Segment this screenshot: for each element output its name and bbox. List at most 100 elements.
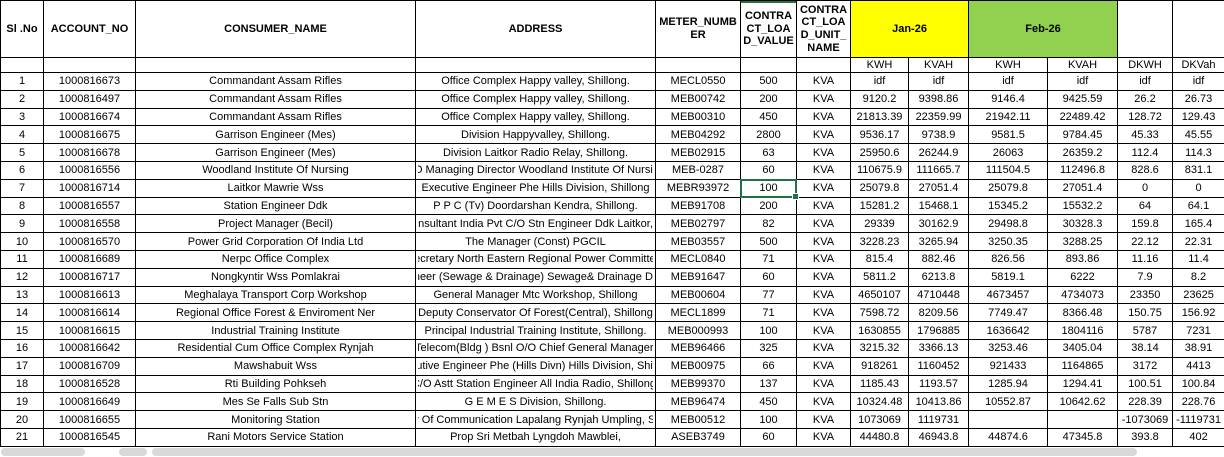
col-header-meter-number[interactable]: METER_NUMBER: [655, 0, 741, 58]
cell-load-value[interactable]: 500: [740, 72, 797, 91]
cell-load-unit[interactable]: KVA: [796, 214, 851, 234]
blank-cell[interactable]: [740, 57, 797, 73]
cell-load-unit[interactable]: KVA: [796, 125, 851, 145]
cell-address[interactable]: Deputy Conservator Of Forest(Central), S…: [415, 303, 656, 323]
col-header-account-no[interactable]: ACCOUNT_NO: [43, 0, 136, 58]
cell-address[interactable]: Ministry Of Communication Lapalang Rynja…: [415, 410, 656, 429]
cell-jan-kwh[interactable]: 4650107: [850, 285, 909, 305]
cell-account[interactable]: 1000816570: [43, 232, 136, 251]
cell-load-unit[interactable]: KVA: [796, 143, 851, 162]
cell-load-value[interactable]: 100: [740, 410, 797, 429]
blank-cell[interactable]: [43, 57, 136, 73]
cell-feb-kvah[interactable]: 27051.4: [1047, 178, 1119, 198]
cell-dkvah[interactable]: -1119731: [1172, 410, 1224, 429]
cell-load-value[interactable]: 77: [740, 285, 797, 305]
cell-feb-kwh[interactable]: 26063: [968, 143, 1049, 162]
cell-load-unit[interactable]: KVA: [796, 427, 851, 447]
cell-feb-kvah[interactable]: 893.86: [1047, 249, 1119, 269]
cell-dkwh[interactable]: 150.75: [1117, 303, 1174, 323]
cell-meter[interactable]: MEB91708: [655, 196, 741, 216]
active-cell[interactable]: 100: [740, 178, 800, 200]
cell-address[interactable]: Prop Sri Metbah Lyngdoh Mawblei,: [415, 427, 656, 447]
cell-load-unit[interactable]: KVA: [796, 72, 851, 91]
cell-dkvah[interactable]: 165.4: [1172, 214, 1224, 234]
cell-feb-kwh[interactable]: 921433: [968, 356, 1049, 376]
cell-address[interactable]: Division Happyvalley, Shillong.: [415, 125, 656, 145]
cell-feb-kwh[interactable]: 3250.35: [968, 232, 1049, 251]
cell-meter[interactable]: MEB00742: [655, 89, 741, 109]
cell-sl[interactable]: 16: [0, 338, 44, 358]
cell-account[interactable]: 1000816556: [43, 160, 136, 180]
cell-jan-kwh[interactable]: 7598.72: [850, 303, 909, 323]
cell-load-value[interactable]: 450: [740, 392, 797, 412]
cell-sl[interactable]: 14: [0, 303, 44, 323]
cell-dkvah[interactable]: 7231: [1172, 321, 1224, 340]
cell-load-value[interactable]: 60: [740, 427, 797, 447]
cell-consumer[interactable]: Meghalaya Transport Corp Workshop: [135, 285, 416, 305]
cell-consumer[interactable]: Garrison Engineer (Mes): [135, 143, 416, 162]
cell-sl[interactable]: 13: [0, 285, 44, 305]
cell-jan-kwh[interactable]: 918261: [850, 356, 909, 376]
cell-load-unit[interactable]: KVA: [796, 249, 851, 269]
cell-jan-kvah[interactable]: 15468.1: [907, 196, 970, 216]
cell-load-unit[interactable]: KVA: [796, 160, 851, 180]
cell-sl[interactable]: 8: [0, 196, 44, 216]
cell-load-unit[interactable]: KVA: [796, 303, 851, 323]
cell-feb-kvah[interactable]: 6222: [1047, 267, 1119, 287]
cell-load-value[interactable]: 71: [740, 249, 797, 269]
cell-feb-kwh[interactable]: 44874.6: [968, 427, 1049, 447]
cell-jan-kvah[interactable]: 8209.56: [907, 303, 970, 323]
cell-dkwh[interactable]: idf: [1117, 72, 1174, 91]
cell-feb-kwh[interactable]: idf: [968, 72, 1049, 91]
cell-feb-kwh[interactable]: [968, 410, 1049, 429]
cell-jan-kwh[interactable]: idf: [850, 72, 909, 91]
cell-sl[interactable]: 9: [0, 214, 44, 234]
cell-jan-kvah[interactable]: 1119731: [907, 410, 970, 429]
cell-jan-kwh[interactable]: 9536.17: [850, 125, 909, 145]
sub-header-feb-kvah[interactable]: KVAH: [1047, 57, 1119, 73]
cell-jan-kwh[interactable]: 815.4: [850, 249, 909, 269]
cell-account[interactable]: 1000816717: [43, 267, 136, 287]
cell-load-value[interactable]: 60: [740, 267, 797, 287]
cell-dkwh[interactable]: 3172: [1117, 356, 1174, 376]
cell-feb-kvah[interactable]: 1294.41: [1047, 374, 1119, 394]
cell-jan-kvah[interactable]: 111665.7: [907, 160, 970, 180]
cell-jan-kwh[interactable]: 9120.2: [850, 89, 909, 109]
cell-consumer[interactable]: Station Engineer Ddk: [135, 196, 416, 216]
cell-account[interactable]: 1000816674: [43, 107, 136, 127]
cell-jan-kvah[interactable]: 30162.9: [907, 214, 970, 234]
cell-feb-kvah[interactable]: 47345.8: [1047, 427, 1119, 447]
cell-feb-kvah[interactable]: idf: [1047, 72, 1119, 91]
cell-feb-kvah[interactable]: 4734073: [1047, 285, 1119, 305]
cell-dkvah[interactable]: 11.4: [1172, 249, 1224, 269]
cell-meter[interactable]: MEB-0287: [655, 160, 741, 180]
cell-load-value[interactable]: 200: [740, 89, 797, 109]
cell-account[interactable]: 1000816689: [43, 249, 136, 269]
cell-address[interactable]: General Manager Mtc Workshop, Shillong: [415, 285, 656, 305]
col-header-sl-no[interactable]: Sl .No: [0, 0, 44, 58]
cell-feb-kwh[interactable]: 9581.5: [968, 125, 1049, 145]
cell-jan-kwh[interactable]: 10324.48: [850, 392, 909, 412]
blank-cell-above-dkvah[interactable]: [1172, 0, 1224, 58]
cell-sl[interactable]: 20: [0, 410, 44, 429]
cell-consumer[interactable]: Commandant Assam Rifles: [135, 107, 416, 127]
cell-consumer[interactable]: Industrial Training Institute: [135, 321, 416, 340]
cell-sl[interactable]: 4: [0, 125, 44, 145]
cell-feb-kwh[interactable]: 1636642: [968, 321, 1049, 340]
cell-feb-kvah[interactable]: 1804116: [1047, 321, 1119, 340]
cell-dkwh[interactable]: 100.51: [1117, 374, 1174, 394]
cell-feb-kwh[interactable]: 7749.47: [968, 303, 1049, 323]
cell-account[interactable]: 1000816558: [43, 214, 136, 234]
cell-meter[interactable]: MECL1899: [655, 303, 741, 323]
cell-jan-kwh[interactable]: 25079.8: [850, 178, 909, 198]
cell-load-value[interactable]: 60: [740, 160, 797, 180]
cell-consumer[interactable]: Nerpc Office Complex: [135, 249, 416, 269]
cell-sl[interactable]: 10: [0, 232, 44, 251]
cell-feb-kvah[interactable]: 30328.3: [1047, 214, 1119, 234]
cell-consumer[interactable]: Laitkor Mawrie Wss: [135, 178, 416, 198]
cell-address[interactable]: st Engg Consultant India Pvt C/O Stn Eng…: [415, 214, 656, 234]
cell-jan-kvah[interactable]: 1160452: [907, 356, 970, 376]
cell-dkvah[interactable]: 8.2: [1172, 267, 1224, 287]
cell-address[interactable]: Asst Dir Telecom(Bldg ) Bsnl O/O Chief G…: [415, 338, 656, 358]
cell-account[interactable]: 1000816673: [43, 72, 136, 91]
